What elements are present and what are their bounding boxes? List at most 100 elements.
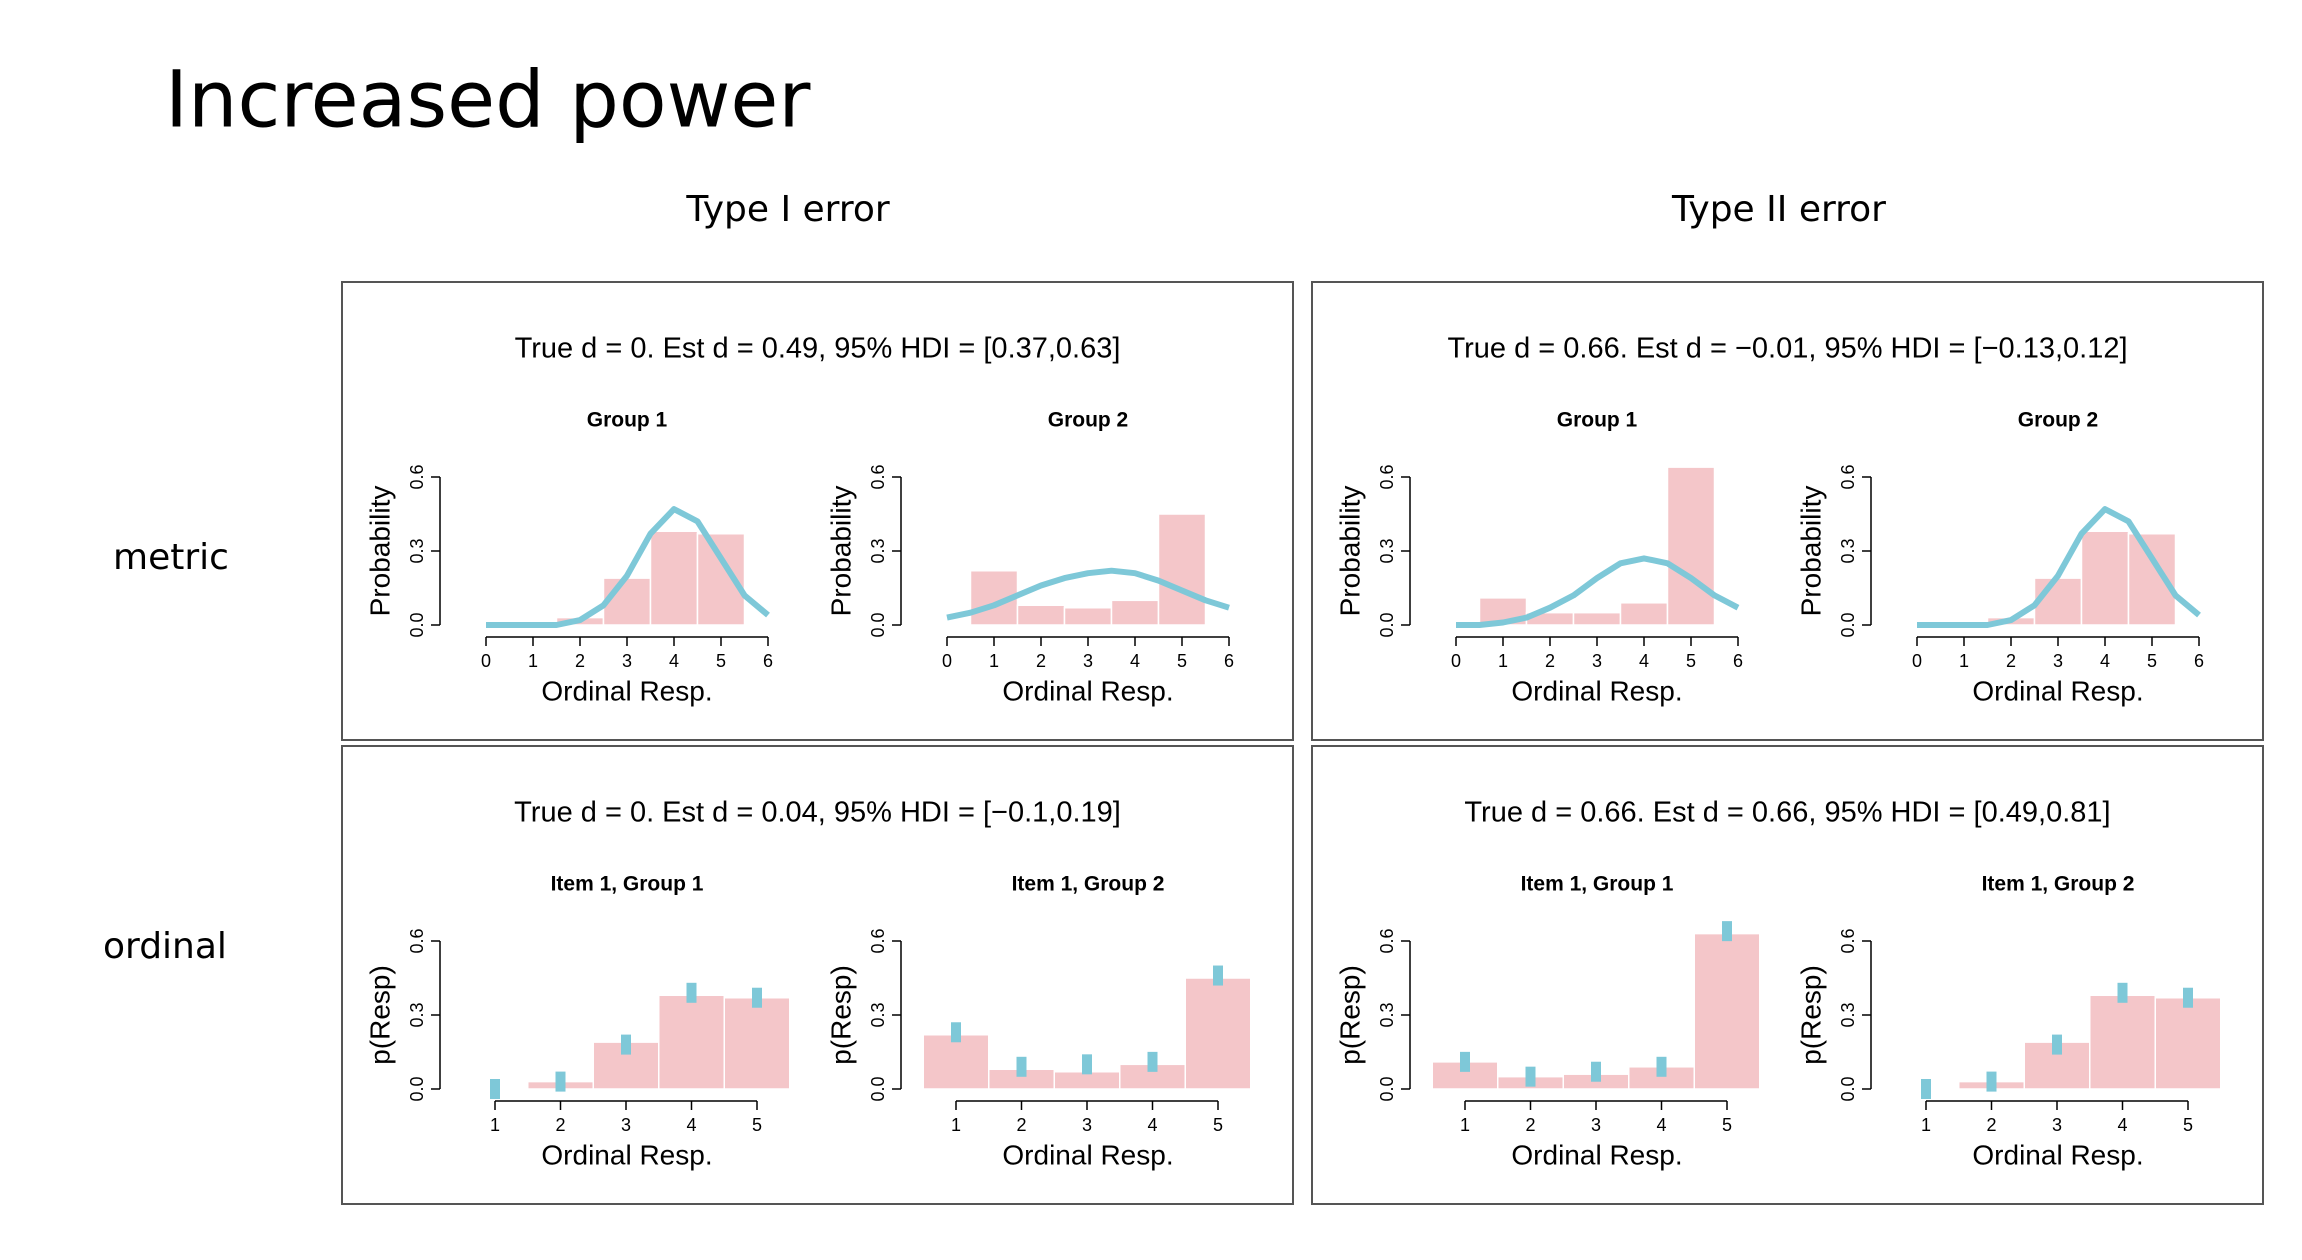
x-axis-label: Ordinal Resp. — [1511, 1139, 1682, 1170]
predicted-point — [2183, 987, 2193, 1008]
x-tick-label: 1 — [528, 651, 538, 671]
histogram-bar — [1157, 513, 1207, 626]
chart-title: Item 1, Group 2 — [1012, 873, 1165, 896]
chart-title: Item 1, Group 2 — [1982, 873, 2135, 896]
bar — [1693, 932, 1761, 1090]
x-tick-label: 3 — [622, 651, 632, 671]
histogram-bar — [1619, 602, 1669, 626]
chart-title: Item 1, Group 1 — [551, 873, 704, 896]
x-axis-label: Ordinal Resp. — [1002, 1139, 1173, 1170]
bar — [1184, 977, 1252, 1090]
y-axis-label: p(Resp) — [1334, 965, 1365, 1065]
x-tick-label: 0 — [942, 651, 952, 671]
x-tick-label: 1 — [1959, 651, 1969, 671]
panel-title: True d = 0. Est d = 0.49, 95% HDI = [0.3… — [515, 333, 1121, 365]
panel-frame — [1311, 281, 2264, 741]
y-tick-label: 0.3 — [868, 1002, 888, 1027]
predicted-point — [752, 987, 762, 1008]
predicted-point — [621, 1034, 631, 1055]
x-tick-label: 3 — [621, 1115, 631, 1135]
x-tick-label: 5 — [1722, 1115, 1732, 1135]
x-tick-label: 5 — [1213, 1115, 1223, 1135]
predicted-point — [1921, 1079, 1931, 1099]
histogram-bar — [1572, 611, 1622, 626]
predicted-point — [951, 1022, 961, 1043]
x-tick-label: 4 — [1639, 651, 1649, 671]
predicted-point — [1460, 1051, 1470, 1072]
x-axis-label: Ordinal Resp. — [541, 675, 712, 706]
y-tick-label: 0.3 — [1838, 1002, 1858, 1027]
x-tick-label: 2 — [1016, 1115, 1026, 1135]
x-tick-label: 0 — [1912, 651, 1922, 671]
y-tick-label: 0.6 — [1838, 464, 1858, 489]
y-tick-label: 0.3 — [1838, 538, 1858, 563]
panel-title: True d = 0.66. Est d = 0.66, 95% HDI = [… — [1464, 797, 2110, 829]
histogram-bar — [1016, 604, 1066, 626]
x-tick-label: 3 — [2053, 651, 2063, 671]
bar — [723, 996, 791, 1090]
x-tick-label: 4 — [1656, 1115, 1666, 1135]
y-axis-label: p(Resp) — [364, 965, 395, 1065]
y-tick-label: 0.0 — [1377, 612, 1397, 637]
row-label: ordinal — [103, 926, 227, 967]
x-axis-label: Ordinal Resp. — [1972, 1139, 2143, 1170]
chart-title: Group 1 — [1557, 409, 1638, 432]
x-tick-label: 2 — [575, 651, 585, 671]
row-label: metric — [113, 537, 229, 578]
chart-title: Group 2 — [1048, 409, 1129, 432]
x-tick-label: 6 — [2194, 651, 2204, 671]
y-tick-label: 0.0 — [1838, 1076, 1858, 1101]
histogram-bar — [1063, 606, 1113, 626]
y-tick-label: 0.3 — [1377, 538, 1397, 563]
x-axis-label: Ordinal Resp. — [1511, 675, 1682, 706]
predicted-point — [1986, 1071, 1997, 1092]
x-tick-label: 0 — [1451, 651, 1461, 671]
chart-title: Item 1, Group 1 — [1521, 873, 1674, 896]
slide-title: Increased power — [165, 55, 811, 145]
y-tick-label: 0.0 — [407, 1076, 427, 1101]
bar — [658, 994, 725, 1090]
x-tick-label: 1 — [490, 1115, 500, 1135]
predicted-point — [1722, 921, 1732, 942]
x-tick-label: 5 — [2147, 651, 2157, 671]
y-tick-label: 0.3 — [407, 538, 427, 563]
x-tick-label: 1 — [1921, 1115, 1931, 1135]
x-tick-label: 6 — [1733, 651, 1743, 671]
y-axis-label: p(Resp) — [825, 965, 856, 1065]
predicted-point — [686, 982, 697, 1003]
predicted-point — [1525, 1066, 1536, 1087]
predicted-point — [490, 1079, 500, 1099]
y-tick-label: 0.6 — [1838, 928, 1858, 953]
y-tick-label: 0.0 — [1838, 612, 1858, 637]
x-tick-label: 1 — [951, 1115, 961, 1135]
histogram-bar — [602, 577, 652, 626]
y-tick-label: 0.3 — [868, 538, 888, 563]
y-tick-label: 0.6 — [868, 928, 888, 953]
predicted-point — [1082, 1054, 1092, 1075]
y-axis-label: Probability — [825, 486, 856, 617]
x-tick-label: 2 — [2006, 651, 2016, 671]
x-tick-label: 4 — [2100, 651, 2110, 671]
x-tick-label: 5 — [716, 651, 726, 671]
panel-title: True d = 0.66. Est d = −0.01, 95% HDI = … — [1447, 333, 2127, 365]
chart-title: Group 2 — [2018, 409, 2099, 432]
panel-frame — [341, 745, 1294, 1205]
x-tick-label: 5 — [1177, 651, 1187, 671]
x-tick-label: 5 — [752, 1115, 762, 1135]
x-tick-label: 2 — [1525, 1115, 1535, 1135]
histogram-bar — [2033, 577, 2083, 626]
density-curve — [1456, 555, 1740, 628]
x-tick-label: 2 — [1036, 651, 1046, 671]
x-tick-label: 5 — [2183, 1115, 2193, 1135]
predicted-point — [1147, 1051, 1158, 1072]
column-header: Type II error — [1671, 189, 1886, 230]
x-axis-label: Ordinal Resp. — [541, 1139, 712, 1170]
histogram-bar — [2080, 530, 2130, 626]
x-tick-label: 2 — [555, 1115, 565, 1135]
histogram-bar — [1110, 599, 1160, 626]
y-tick-label: 0.6 — [407, 464, 427, 489]
predicted-point — [2052, 1034, 2062, 1055]
x-tick-label: 4 — [686, 1115, 696, 1135]
bar — [2154, 996, 2222, 1090]
y-tick-label: 0.6 — [1377, 928, 1397, 953]
